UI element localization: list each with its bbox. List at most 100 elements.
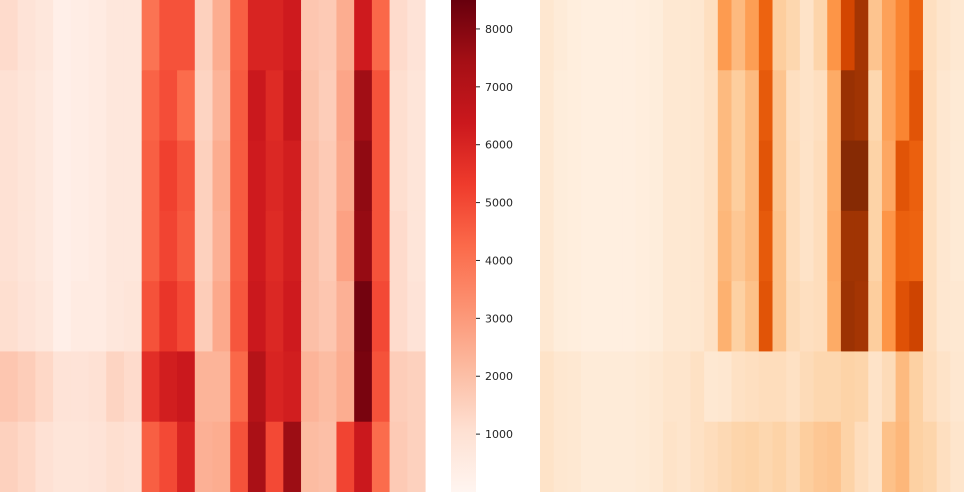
- right-heatmap-cell-r4-c12: [704, 281, 719, 353]
- left-heatmap-cell-r4-c17: [301, 281, 320, 353]
- left-heatmap-cell-r5-c19: [336, 351, 355, 423]
- right-heatmap-cell-r3-c12: [704, 210, 719, 282]
- left-heatmap-cell-r5-c6: [106, 351, 125, 423]
- left-heatmap-cell-r0-c10: [177, 0, 196, 71]
- left-heatmap-cell-r6-c10: [177, 421, 196, 492]
- left-heatmap-cell-r6-c15: [265, 421, 284, 492]
- left-heatmap-cell-r2-c22: [389, 140, 408, 212]
- right-heatmap-cell-r5-c2: [567, 351, 582, 423]
- right-heatmap-cell-r0-c25: [881, 0, 897, 71]
- right-heatmap-cell-r6-c29: [936, 421, 951, 492]
- right-heatmap-cell-r4-c15: [745, 281, 760, 353]
- left-heatmap-cell-r5-c14: [247, 351, 267, 423]
- right-heatmap-cell-r5-c28: [922, 351, 938, 423]
- left-heatmap-cell-r1-c7: [123, 70, 143, 142]
- left-heatmap-cell-r2-c19: [336, 140, 355, 212]
- right-heatmap-cell-r5-c6: [622, 351, 637, 423]
- right-heatmap-cell-r4-c29: [936, 281, 951, 353]
- left-heatmap-cell-r1-c9: [159, 70, 178, 142]
- right-heatmap-cell-r2-c23: [854, 140, 869, 212]
- right-heatmap-cell-r5-c29: [936, 351, 951, 423]
- right-heatmap-cell-r4-c6: [622, 281, 637, 353]
- left-heatmap-cell-r4-c11: [194, 281, 214, 353]
- left-heatmap-cell-r0-c23: [407, 0, 426, 71]
- right-heatmap-cell-r0-c29: [936, 0, 951, 71]
- right-heatmap-cell-r4-c20: [813, 281, 828, 353]
- left-heatmap-cell-r5-c4: [70, 351, 90, 423]
- right-heatmap-cell-r2-c17: [772, 140, 787, 212]
- right-heatmap-cell-r6-c22: [840, 421, 856, 492]
- right-heatmap-cell-r5-c22: [840, 351, 856, 423]
- right-heatmap-cell-r1-c6: [622, 70, 637, 142]
- left-heatmap-cell-r4-c18: [318, 281, 338, 353]
- right-heatmap-cell-r6-c27: [909, 421, 924, 492]
- left-heatmap-cell-r1-c4: [70, 70, 90, 142]
- right-heatmap-cell-r2-c0: [540, 140, 555, 212]
- right-heatmap-cell-r2-c2: [567, 140, 582, 212]
- left-heatmap-cell-r0-c7: [123, 0, 143, 71]
- left-heatmap-cell-r2-c8: [141, 140, 160, 212]
- colorbar-tick-label: 7000: [485, 81, 513, 94]
- right-heatmap-cell-r4-c3: [581, 281, 596, 353]
- right-heatmap-cell-r0-c30: [950, 0, 964, 71]
- right-heatmap-cell-r6-c21: [827, 421, 842, 492]
- right-heatmap-cell-r0-c23: [854, 0, 869, 71]
- right-heatmap-cell-r0-c10: [676, 0, 692, 71]
- left-heatmap-cell-r5-c1: [17, 351, 37, 423]
- left-heatmap-cell-r4-c23: [407, 281, 426, 353]
- left-heatmap-cell-r0-c19: [336, 0, 355, 71]
- right-heatmap-cell-r4-c5: [608, 281, 623, 353]
- left-heatmap-cell-r0-c18: [318, 0, 338, 71]
- left-heatmap-cell-r3-c9: [159, 210, 178, 282]
- right-heatmap-cell-r5-c11: [690, 351, 705, 423]
- left-heatmap-cell-r1-c3: [53, 70, 72, 142]
- right-heatmap-cell-r5-c17: [772, 351, 787, 423]
- left-heatmap-cell-r5-c13: [230, 351, 249, 423]
- left-heatmap-cell-r1-c14: [247, 70, 267, 142]
- left-heatmap-cell-r0-c15: [265, 0, 284, 71]
- left-heatmap-cell-r2-c23: [407, 140, 426, 212]
- right-heatmap-cell-r2-c7: [635, 140, 651, 212]
- right-heatmap-cell-r0-c3: [581, 0, 596, 71]
- left-heatmap-cell-r5-c20: [354, 351, 373, 423]
- left-heatmap-cell-r1-c6: [106, 70, 125, 142]
- left-heatmap-cell-r1-c22: [389, 70, 408, 142]
- left-heatmap-cell-r5-c16: [283, 351, 302, 423]
- right-heatmap-cell-r2-c3: [581, 140, 596, 212]
- left-heatmap-cell-r2-c21: [371, 140, 391, 212]
- right-heatmap-cell-r5-c1: [553, 351, 568, 423]
- left-heatmap-cell-r0-c13: [230, 0, 249, 71]
- right-heatmap-cell-r3-c1: [553, 210, 568, 282]
- right-heatmap-cell-r1-c8: [649, 70, 664, 142]
- right-heatmap-cell-r5-c16: [758, 351, 774, 423]
- left-heatmap-cell-r1-c16: [283, 70, 302, 142]
- right-heatmap-cell-r0-c12: [704, 0, 719, 71]
- right-heatmap-cell-r6-c0: [540, 421, 555, 492]
- right-heatmap-cell-r2-c15: [745, 140, 760, 212]
- right-heatmap-cell-r1-c16: [758, 70, 774, 142]
- left-heatmap-cell-r3-c21: [371, 210, 391, 282]
- right-heatmap-cell-r1-c27: [909, 70, 924, 142]
- right-heatmap-cell-r6-c23: [854, 421, 869, 492]
- right-heatmap-cell-r5-c3: [581, 351, 596, 423]
- left-heatmap-cell-r6-c16: [283, 421, 302, 492]
- right-heatmap-cell-r4-c21: [827, 281, 842, 353]
- right-heatmap-cell-r4-c1: [553, 281, 568, 353]
- right-heatmap-cell-r6-c11: [690, 421, 705, 492]
- colorbar-tick-label: 3000: [485, 312, 513, 325]
- right-heatmap-cell-r4-c27: [909, 281, 924, 353]
- right-heatmap-cell-r0-c26: [895, 0, 910, 71]
- right-heatmap-cell-r4-c24: [868, 281, 883, 353]
- right-heatmap-cell-r6-c6: [622, 421, 637, 492]
- left-heatmap-cell-r3-c15: [265, 210, 284, 282]
- right-heatmap-cell-r5-c24: [868, 351, 883, 423]
- right-heatmap-cell-r5-c26: [895, 351, 910, 423]
- left-heatmap-cell-r6-c22: [389, 421, 408, 492]
- right-heatmap-cell-r2-c5: [608, 140, 623, 212]
- left-heatmap-cell-r0-c20: [354, 0, 373, 71]
- left-heatmap-cell-r4-c7: [123, 281, 143, 353]
- left-heatmap-cell-r6-c8: [141, 421, 160, 492]
- left-heatmap-cell-r0-c14: [247, 0, 267, 71]
- right-heatmap-cell-r0-c22: [840, 0, 856, 71]
- right-heatmap-cell-r2-c16: [758, 140, 774, 212]
